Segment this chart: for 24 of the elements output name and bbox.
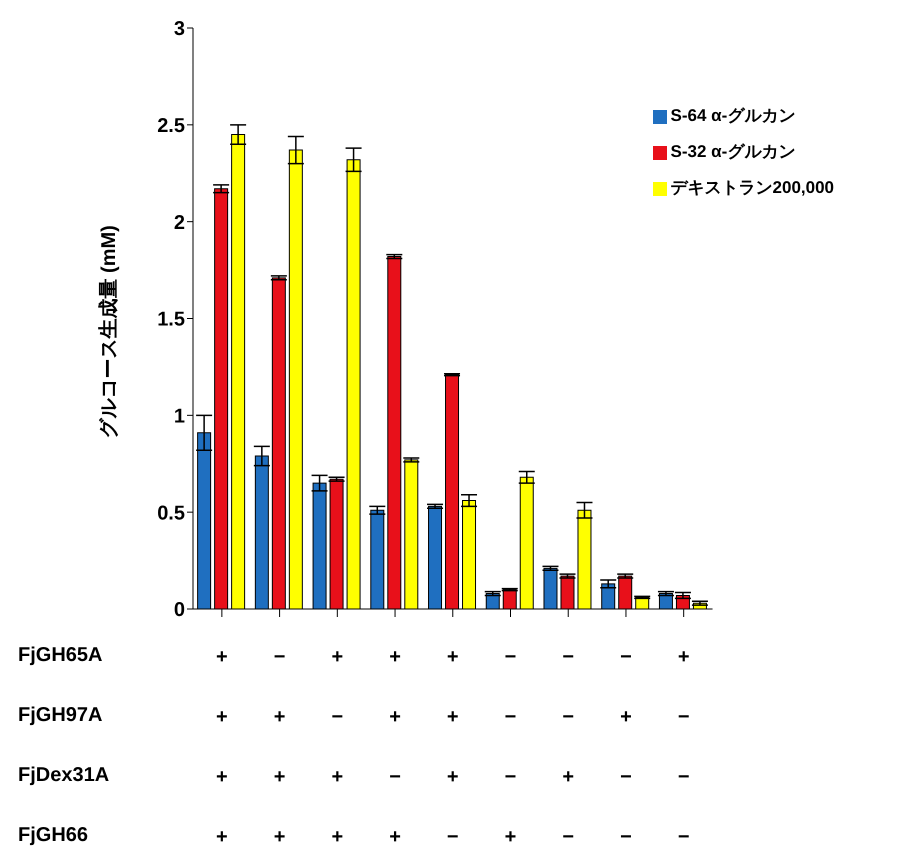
category-label: − + + + xyxy=(274,646,286,848)
category-label: + + + − xyxy=(446,646,459,848)
legend-label: デキストラン200,000 xyxy=(670,178,834,197)
legend-label: S-32 α-グルカン xyxy=(670,142,796,161)
category-label: − + − − xyxy=(620,646,632,848)
y-tick-label: 1 xyxy=(174,405,185,428)
y-tick-label: 0 xyxy=(174,599,185,622)
y-tick-label: 0.5 xyxy=(157,502,185,524)
category-label: − − − + xyxy=(504,646,516,848)
y-axis-title: グルコース生成量 (mM) xyxy=(98,225,120,438)
text: FjDex31A xyxy=(18,764,110,787)
category-label: + + − + xyxy=(389,646,401,848)
text: FjGH66 xyxy=(18,824,88,847)
category-label: − − + − xyxy=(562,646,574,848)
text: FjGH65A xyxy=(18,644,102,667)
y-tick-label: 3 xyxy=(174,18,185,40)
y-tick-label: 2 xyxy=(174,212,185,234)
y-tick-label: 1.5 xyxy=(157,308,185,331)
text: FjGH97A xyxy=(18,704,102,727)
category-label: + − − − xyxy=(678,646,690,848)
category-label: + + + + xyxy=(216,646,228,848)
y-tick-label: 2.5 xyxy=(157,114,185,137)
legend-label: S-64 α-グルカン xyxy=(670,106,796,125)
category-label: + − + + xyxy=(331,646,344,848)
